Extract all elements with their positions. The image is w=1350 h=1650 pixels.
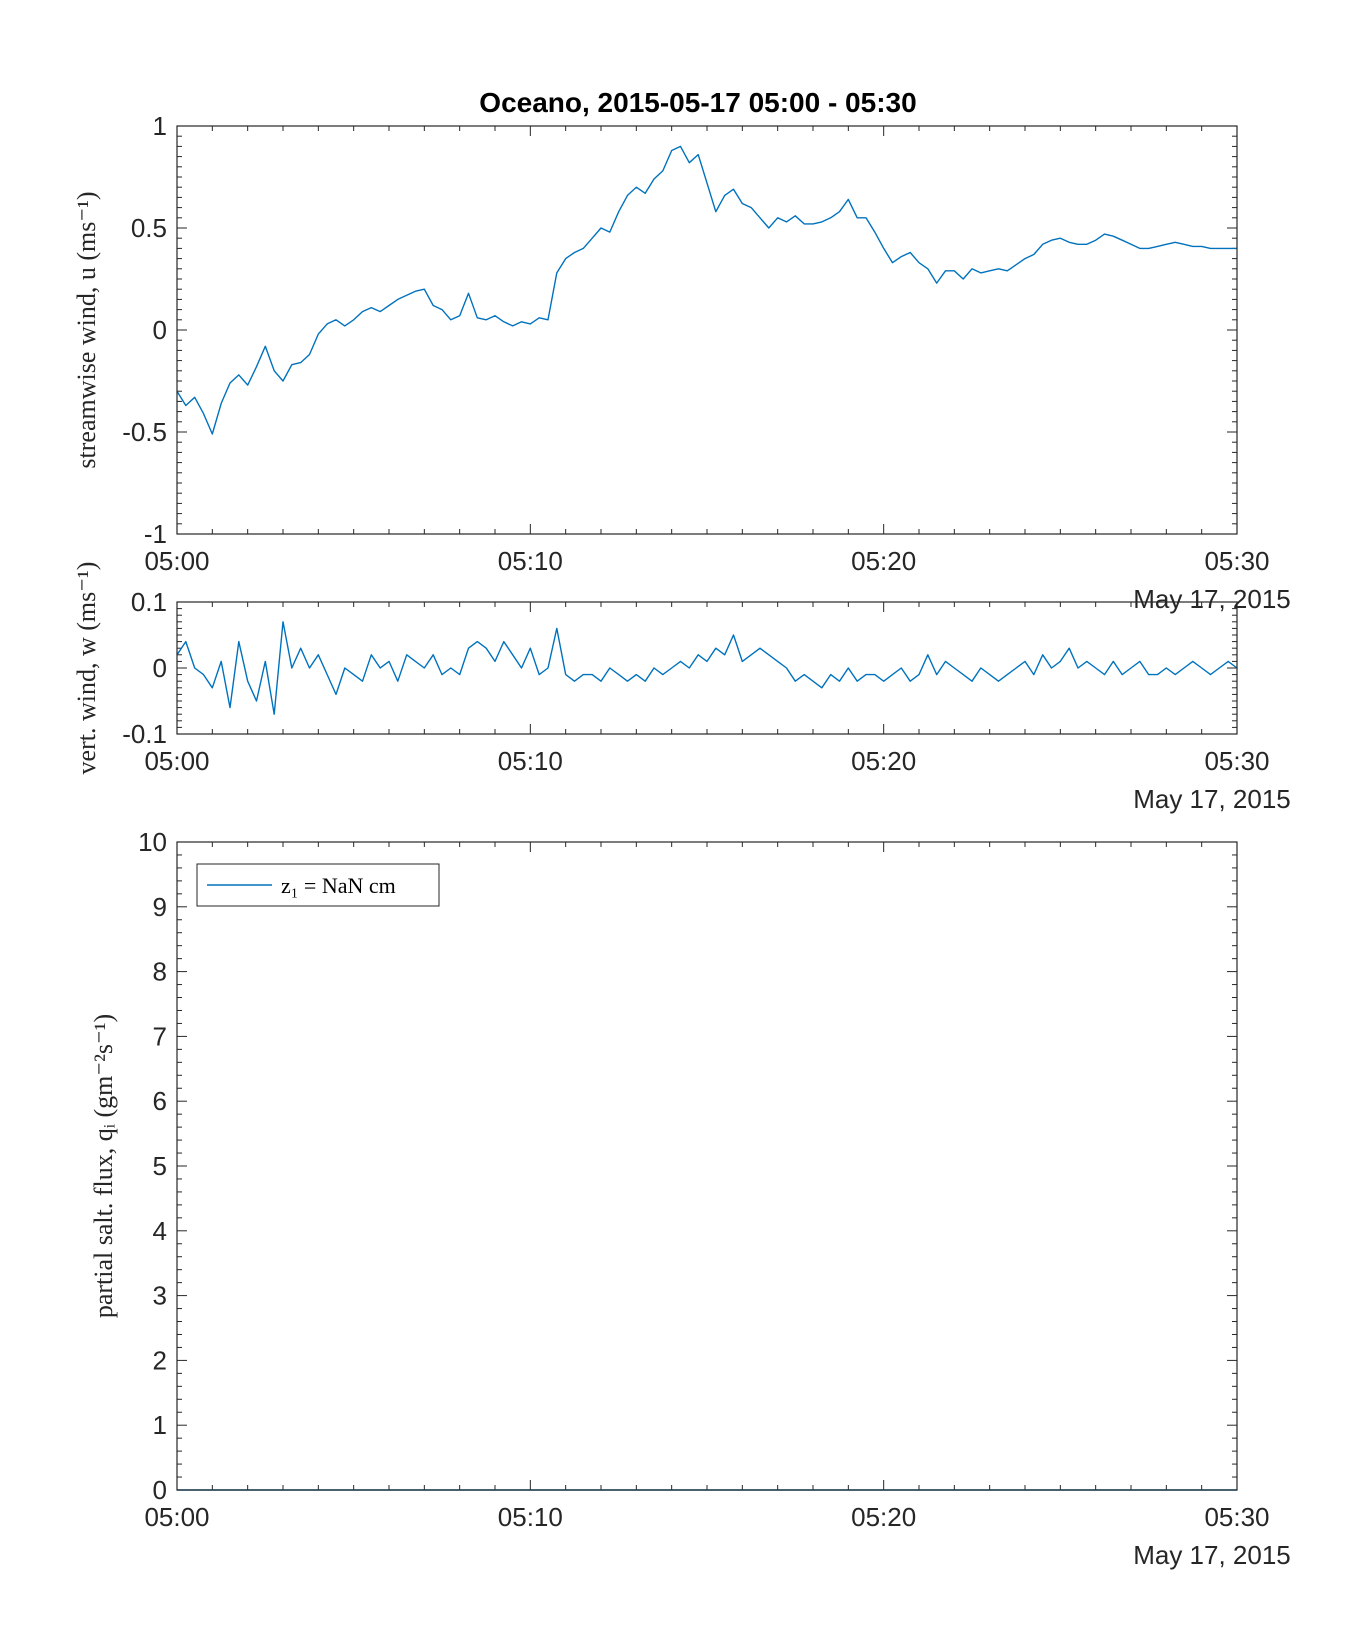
x-tick-label: 05:00: [144, 1502, 209, 1532]
x-tick-label: 05:00: [144, 546, 209, 576]
y-tick-label: 1: [153, 1410, 167, 1440]
y-tick-label: 2: [153, 1345, 167, 1375]
chart-title: Oceano, 2015-05-17 05:00 - 05:30: [479, 87, 916, 118]
date-label: May 17, 2015: [1133, 784, 1291, 814]
x-tick-label: 05:10: [498, 546, 563, 576]
y-tick-label: 8: [153, 957, 167, 987]
y-tick-label: 7: [153, 1021, 167, 1051]
axes-box: [176, 601, 1238, 735]
y-tick-label: 0.1: [131, 587, 167, 617]
x-tick-label: 05:20: [851, 746, 916, 776]
x-tick-label: 05:00: [144, 746, 209, 776]
y-tick-label: 4: [153, 1216, 167, 1246]
x-tick-label: 05:20: [851, 546, 916, 576]
tick-labels: 05:00 05:10 05:20 05:30 -1 -0.5 0 0.5 1: [122, 111, 1269, 576]
y-tick-label: 10: [138, 827, 167, 857]
tick-labels: 05:00 05:10 05:20 05:30 0 1 2 3 4 5 6 7 8 9 10: [138, 827, 1269, 1532]
streamwise-wind-panel: Oceano, 2015-05-17 05:00 - 05:30 05:00 05…: [72, 87, 1291, 614]
y-tick-label: -0.5: [122, 417, 167, 447]
x-tick-label: 05:30: [1204, 546, 1269, 576]
y-tick-label: -1: [144, 519, 167, 549]
x-tick-label: 05:10: [498, 1502, 563, 1532]
tick-labels: 05:00 05:10 05:20 05:30 -0.1 0 0.1: [122, 587, 1269, 776]
series-line: [176, 621, 1238, 715]
y-tick-label: 9: [153, 892, 167, 922]
y-tick-label: 0.5: [131, 213, 167, 243]
vertical-wind-series: [176, 621, 1238, 715]
axes-ticks: [176, 125, 1238, 535]
date-label: May 17, 2015: [1133, 584, 1291, 614]
x-tick-label: 05:20: [851, 1502, 916, 1532]
y-axis-label: partial salt. flux, qᵢ (gm⁻²s⁻¹): [89, 1014, 118, 1318]
axes-box: [176, 125, 1238, 535]
y-tick-label: -0.1: [122, 719, 167, 749]
date-label: May 17, 2015: [1133, 1540, 1291, 1570]
y-tick-label: 3: [153, 1281, 167, 1311]
y-axis-label: streamwise wind, u (ms⁻¹): [72, 191, 101, 468]
legend: z₁ = NaN cm: [196, 863, 440, 907]
y-tick-label: 6: [153, 1086, 167, 1116]
y-axis-label: vert. wind, w (ms⁻¹): [72, 562, 101, 775]
y-tick-label: 1: [153, 111, 167, 141]
y-tick-label: 5: [153, 1151, 167, 1181]
y-tick-label: 0: [153, 653, 167, 683]
salt-flux-panel: 05:00 05:10 05:20 05:30 0 1 2 3 4 5 6 7 8 9 10 partial…: [89, 827, 1291, 1570]
legend-entry: z₁ = NaN cm: [281, 873, 396, 898]
x-tick-label: 05:30: [1204, 746, 1269, 776]
y-tick-label: 0: [153, 315, 167, 345]
axes-box: [176, 841, 1238, 1491]
y-tick-label: 0: [153, 1475, 167, 1505]
x-tick-label: 05:30: [1204, 1502, 1269, 1532]
x-tick-label: 05:10: [498, 746, 563, 776]
vertical-wind-panel: 05:00 05:10 05:20 05:30 -0.1 0 0.1 vert. wind,…: [72, 562, 1291, 814]
streamwise-wind-series: [176, 145, 1237, 435]
series-line: [176, 145, 1237, 435]
